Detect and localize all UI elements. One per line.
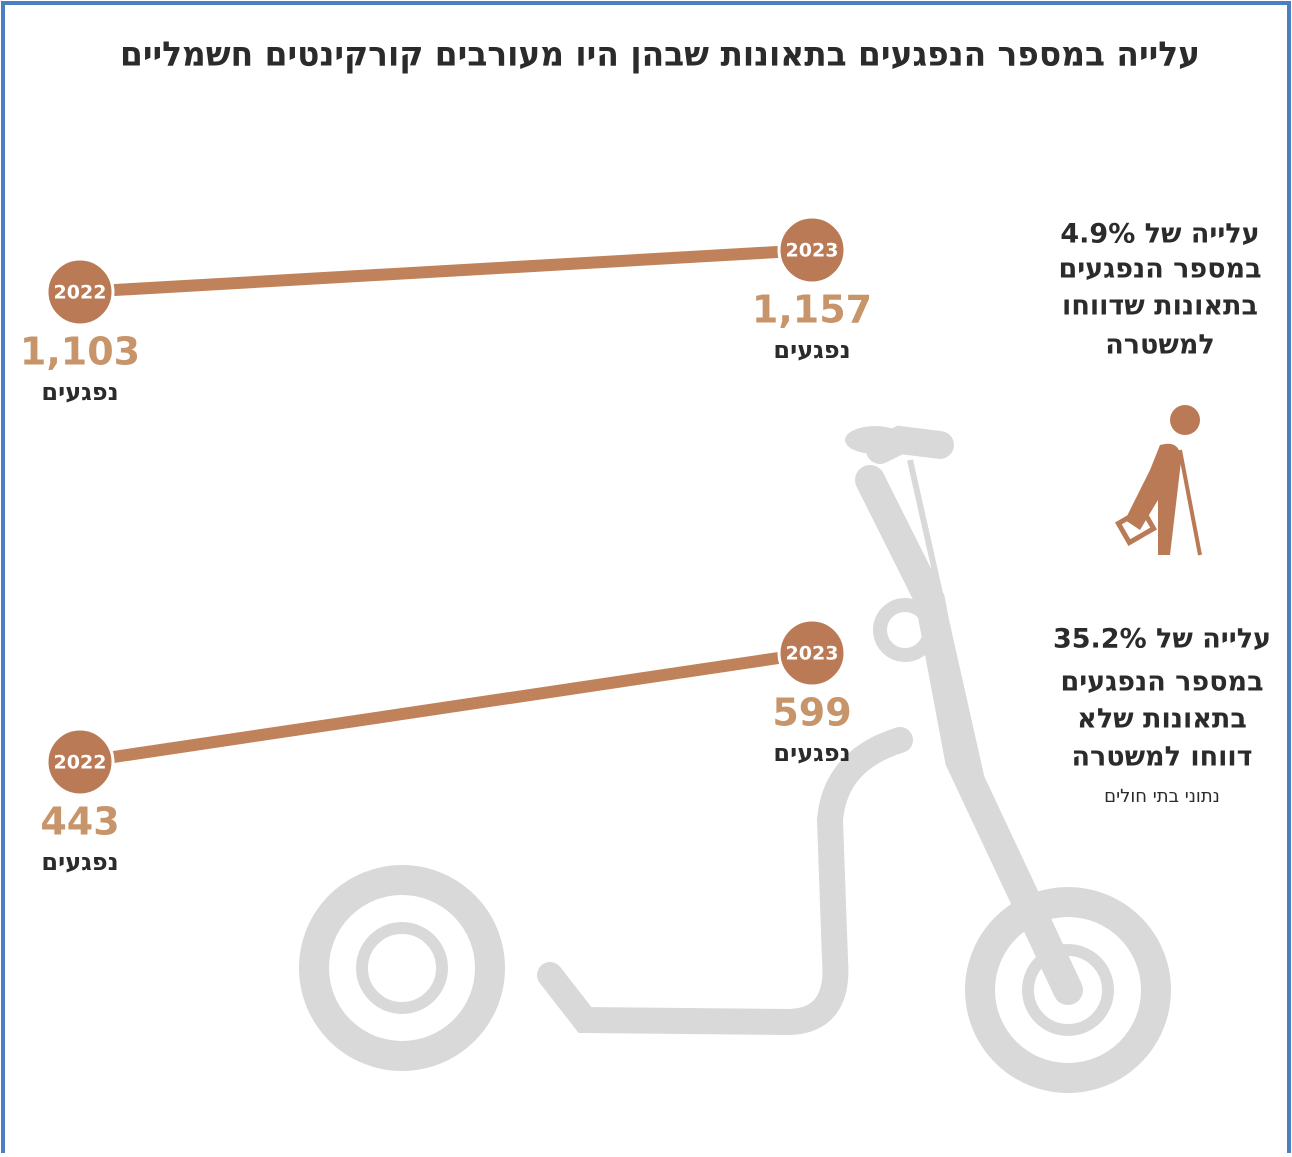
injured-count: 1,103 bbox=[20, 330, 140, 374]
infographic: עלייה במספר הנפגעים בתאונות שבהן היו מעו… bbox=[0, 0, 1292, 1153]
injured-count: 599 bbox=[772, 691, 851, 735]
year-label: 2023 bbox=[786, 643, 839, 665]
source-note: נתוני בתי חולים bbox=[1104, 786, 1220, 807]
year-label: 2023 bbox=[786, 240, 839, 262]
count-unit: נפגעים bbox=[41, 378, 118, 406]
count-unit: נפגעים bbox=[773, 739, 850, 767]
count-unit: נפגעים bbox=[41, 848, 118, 876]
note-line: במספר הנפגעים bbox=[1060, 667, 1263, 698]
note-line: במספר הנפגעים bbox=[1058, 254, 1261, 285]
injured-count: 1,157 bbox=[752, 288, 872, 332]
note-line: למשטרה bbox=[1105, 330, 1215, 361]
note-line: בתאונות שדווחו bbox=[1062, 291, 1258, 322]
title: עלייה במספר הנפגעים בתאונות שבהן היו מעו… bbox=[120, 35, 1200, 75]
frame bbox=[3, 3, 1289, 1153]
note-line: בתאונות שלא bbox=[1077, 704, 1247, 735]
injured-count: 443 bbox=[40, 800, 119, 844]
note-line: עלייה של 35.2% bbox=[1053, 624, 1271, 655]
page: {"title": "עלייה במספר הנפגעים בתאונות ש… bbox=[0, 0, 1292, 1153]
year-label: 2022 bbox=[54, 282, 107, 304]
year-label: 2022 bbox=[54, 752, 107, 774]
note-line: דווחו למשטרה bbox=[1071, 742, 1252, 773]
note-line: עלייה של 4.9% bbox=[1060, 219, 1259, 250]
count-unit: נפגעים bbox=[773, 336, 850, 364]
